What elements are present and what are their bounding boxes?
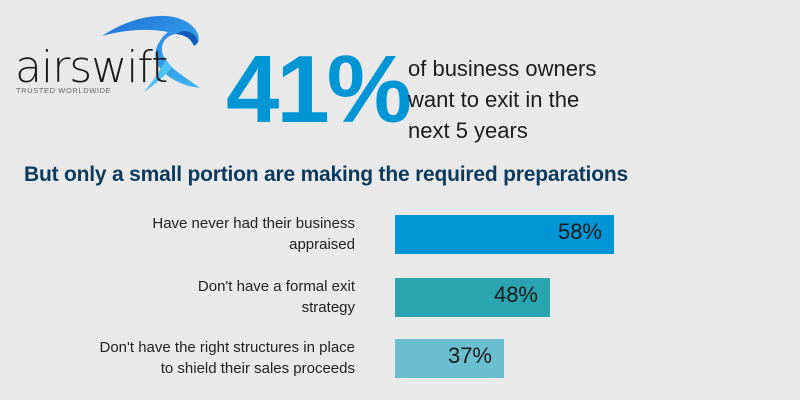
bar-label-line: appraised [289, 236, 355, 253]
bar-row: Have never had their business appraised … [0, 215, 800, 255]
bar-37: 37% [395, 339, 504, 378]
bar-row: Don't have the right structures in place… [0, 339, 800, 379]
bar-label-line: Have never had their business [152, 215, 355, 232]
bar-48: 48% [395, 278, 550, 317]
bar-row: Don't have a formal exit strategy 48% [0, 278, 800, 318]
bar-value: 58% [557, 219, 602, 244]
bar-58: 58% [395, 215, 614, 254]
bar-label-line: Don't have the right structures in place [99, 339, 356, 356]
headline-line: of business owners [408, 56, 597, 81]
swift-bird-icon [102, 15, 200, 92]
bar-label: Have never had their business appraised [0, 213, 355, 255]
bar-value: 37% [447, 343, 492, 368]
headline-line: want to exit in the [408, 87, 580, 112]
bar-label-line: to shield their sales proceeds [160, 360, 355, 377]
bar-label-line: strategy [301, 299, 355, 316]
bar-label-line: Don't have a formal exit [197, 278, 355, 295]
logo-wordmark: airswift [15, 42, 168, 93]
airswift-logo: airswift TRUSTED WORLDWIDE [12, 8, 212, 98]
logo-tagline: TRUSTED WORLDWIDE [16, 86, 112, 95]
bar-value: 48% [493, 282, 538, 307]
bar-label: Don't have the right structures in place… [0, 337, 356, 379]
bar-label: Don't have a formal exit strategy [0, 276, 355, 318]
headline-stat: 41% [226, 36, 412, 143]
headline-line: next 5 years [408, 118, 528, 143]
chart-title: But only a small portion are making the … [24, 163, 628, 186]
headline-text: of business owners want to exit in the n… [408, 53, 596, 146]
